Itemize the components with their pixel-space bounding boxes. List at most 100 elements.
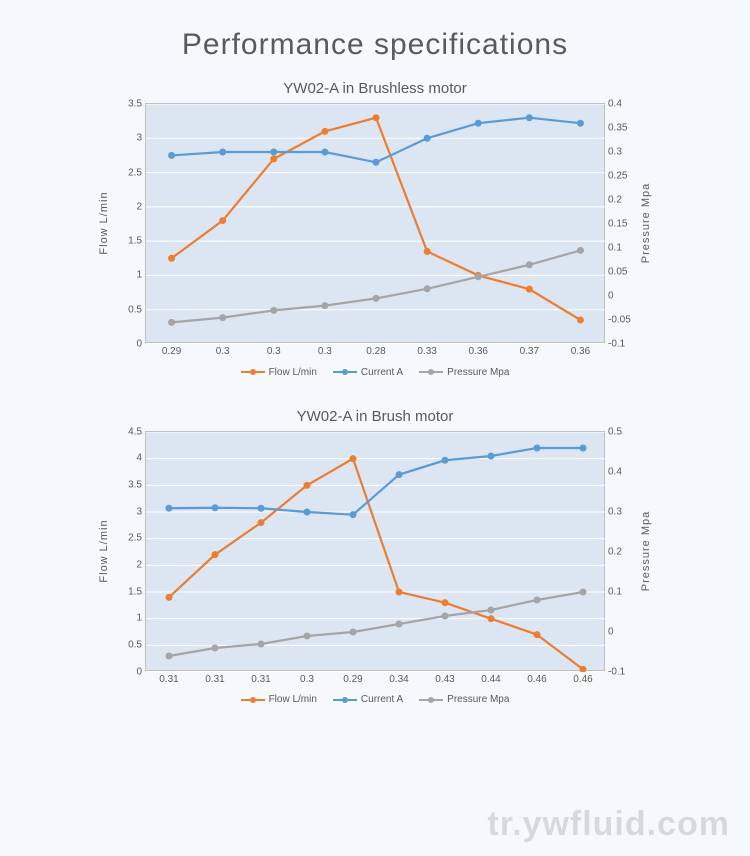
series-marker: [488, 606, 495, 613]
series-line: [169, 592, 583, 656]
legend-swatch: [419, 695, 443, 705]
tick-left: 1.5: [128, 586, 146, 597]
axis-label-left: Flow L/min: [98, 191, 110, 254]
tick-right: 0.3: [604, 506, 622, 517]
tick-right: 0.3: [604, 147, 622, 158]
tick-bottom: 0.44: [481, 670, 500, 685]
chart-title: YW02-A in Brushless motor: [110, 80, 640, 97]
tick-bottom: 0.31: [159, 670, 178, 685]
series-marker: [258, 640, 265, 647]
tick-left: 0: [136, 339, 146, 350]
series-marker: [442, 456, 449, 463]
series-marker: [424, 135, 431, 142]
tick-bottom: 0.34: [389, 670, 408, 685]
tick-left: 0.5: [128, 304, 146, 315]
tick-bottom: 0.31: [251, 670, 270, 685]
series-marker: [396, 620, 403, 627]
legend-label: Pressure Mpa: [447, 367, 509, 378]
series-marker: [373, 114, 380, 121]
series-marker: [534, 596, 541, 603]
series-marker: [166, 652, 173, 659]
legend: Flow L/minCurrent APressure Mpa: [110, 671, 640, 706]
tick-bottom: 0.3: [300, 670, 314, 685]
tick-bottom: 0.36: [571, 342, 590, 357]
series-marker: [270, 307, 277, 314]
tick-bottom: 0.31: [205, 670, 224, 685]
series-marker: [475, 273, 482, 280]
legend-label: Flow L/min: [269, 367, 317, 378]
chart-brush: YW02-A in Brush motor Flow L/min Pressur…: [110, 408, 640, 706]
series-marker: [488, 452, 495, 459]
plot-area: Flow L/min Pressure Mpa 00.511.522.533.5…: [145, 431, 605, 671]
series-marker: [534, 631, 541, 638]
tick-right: -0.05: [604, 315, 631, 326]
series-line: [169, 458, 583, 669]
tick-right: 0.35: [604, 123, 627, 134]
tick-left: 4.5: [128, 426, 146, 437]
series-marker: [168, 319, 175, 326]
series-marker: [534, 444, 541, 451]
series-marker: [580, 588, 587, 595]
series-marker: [442, 612, 449, 619]
series-marker: [166, 593, 173, 600]
legend-swatch: [419, 367, 443, 377]
chart-title: YW02-A in Brush motor: [110, 408, 640, 425]
series-marker: [580, 444, 587, 451]
series-marker: [577, 317, 584, 324]
series-marker: [321, 302, 328, 309]
tick-bottom: 0.3: [318, 342, 332, 357]
series-line: [172, 118, 581, 163]
tick-bottom: 0.28: [366, 342, 385, 357]
series-marker: [526, 286, 533, 293]
axis-label-right: Pressure Mpa: [640, 183, 652, 263]
legend-swatch: [333, 367, 357, 377]
tick-left: 2: [136, 559, 146, 570]
tick-right: -0.1: [604, 666, 625, 677]
tick-bottom: 0.29: [162, 342, 181, 357]
watermark: tr.ywfluid.com: [487, 805, 730, 844]
tick-right: 0.25: [604, 171, 627, 182]
tick-left: 3: [136, 506, 146, 517]
series-marker: [373, 159, 380, 166]
series-marker: [304, 481, 311, 488]
series-marker: [350, 628, 357, 635]
tick-right: 0.4: [604, 466, 622, 477]
tick-left: 1: [136, 613, 146, 624]
series-marker: [577, 247, 584, 254]
tick-right: 0.1: [604, 243, 622, 254]
series-marker: [350, 455, 357, 462]
legend-swatch: [241, 367, 265, 377]
tick-right: 0.2: [604, 195, 622, 206]
series-marker: [212, 504, 219, 511]
series-marker: [304, 508, 311, 515]
series-marker: [168, 255, 175, 262]
series-marker: [219, 149, 226, 156]
series-marker: [488, 615, 495, 622]
tick-left: 3.5: [128, 99, 146, 110]
series-marker: [270, 155, 277, 162]
legend-item: Pressure Mpa: [419, 367, 509, 378]
chart-brushless: YW02-A in Brushless motor Flow L/min Pre…: [110, 80, 640, 378]
series-marker: [166, 504, 173, 511]
axis-label-right: Pressure Mpa: [640, 510, 652, 590]
tick-left: 0.5: [128, 639, 146, 650]
tick-bottom: 0.3: [216, 342, 230, 357]
tick-left: 2: [136, 201, 146, 212]
series-marker: [219, 314, 226, 321]
series-line: [169, 448, 583, 515]
tick-right: -0.1: [604, 339, 625, 350]
series-marker: [373, 295, 380, 302]
tick-right: 0.4: [604, 99, 622, 110]
legend-item: Current A: [333, 367, 403, 378]
legend-label: Current A: [361, 367, 403, 378]
series-marker: [321, 149, 328, 156]
series-marker: [212, 551, 219, 558]
series-marker: [270, 149, 277, 156]
tick-left: 2.5: [128, 533, 146, 544]
series-marker: [321, 128, 328, 135]
tick-right: 0.1: [604, 586, 622, 597]
series-marker: [219, 217, 226, 224]
legend-swatch: [333, 695, 357, 705]
tick-bottom: 0.46: [527, 670, 546, 685]
tick-bottom: 0.3: [267, 342, 281, 357]
